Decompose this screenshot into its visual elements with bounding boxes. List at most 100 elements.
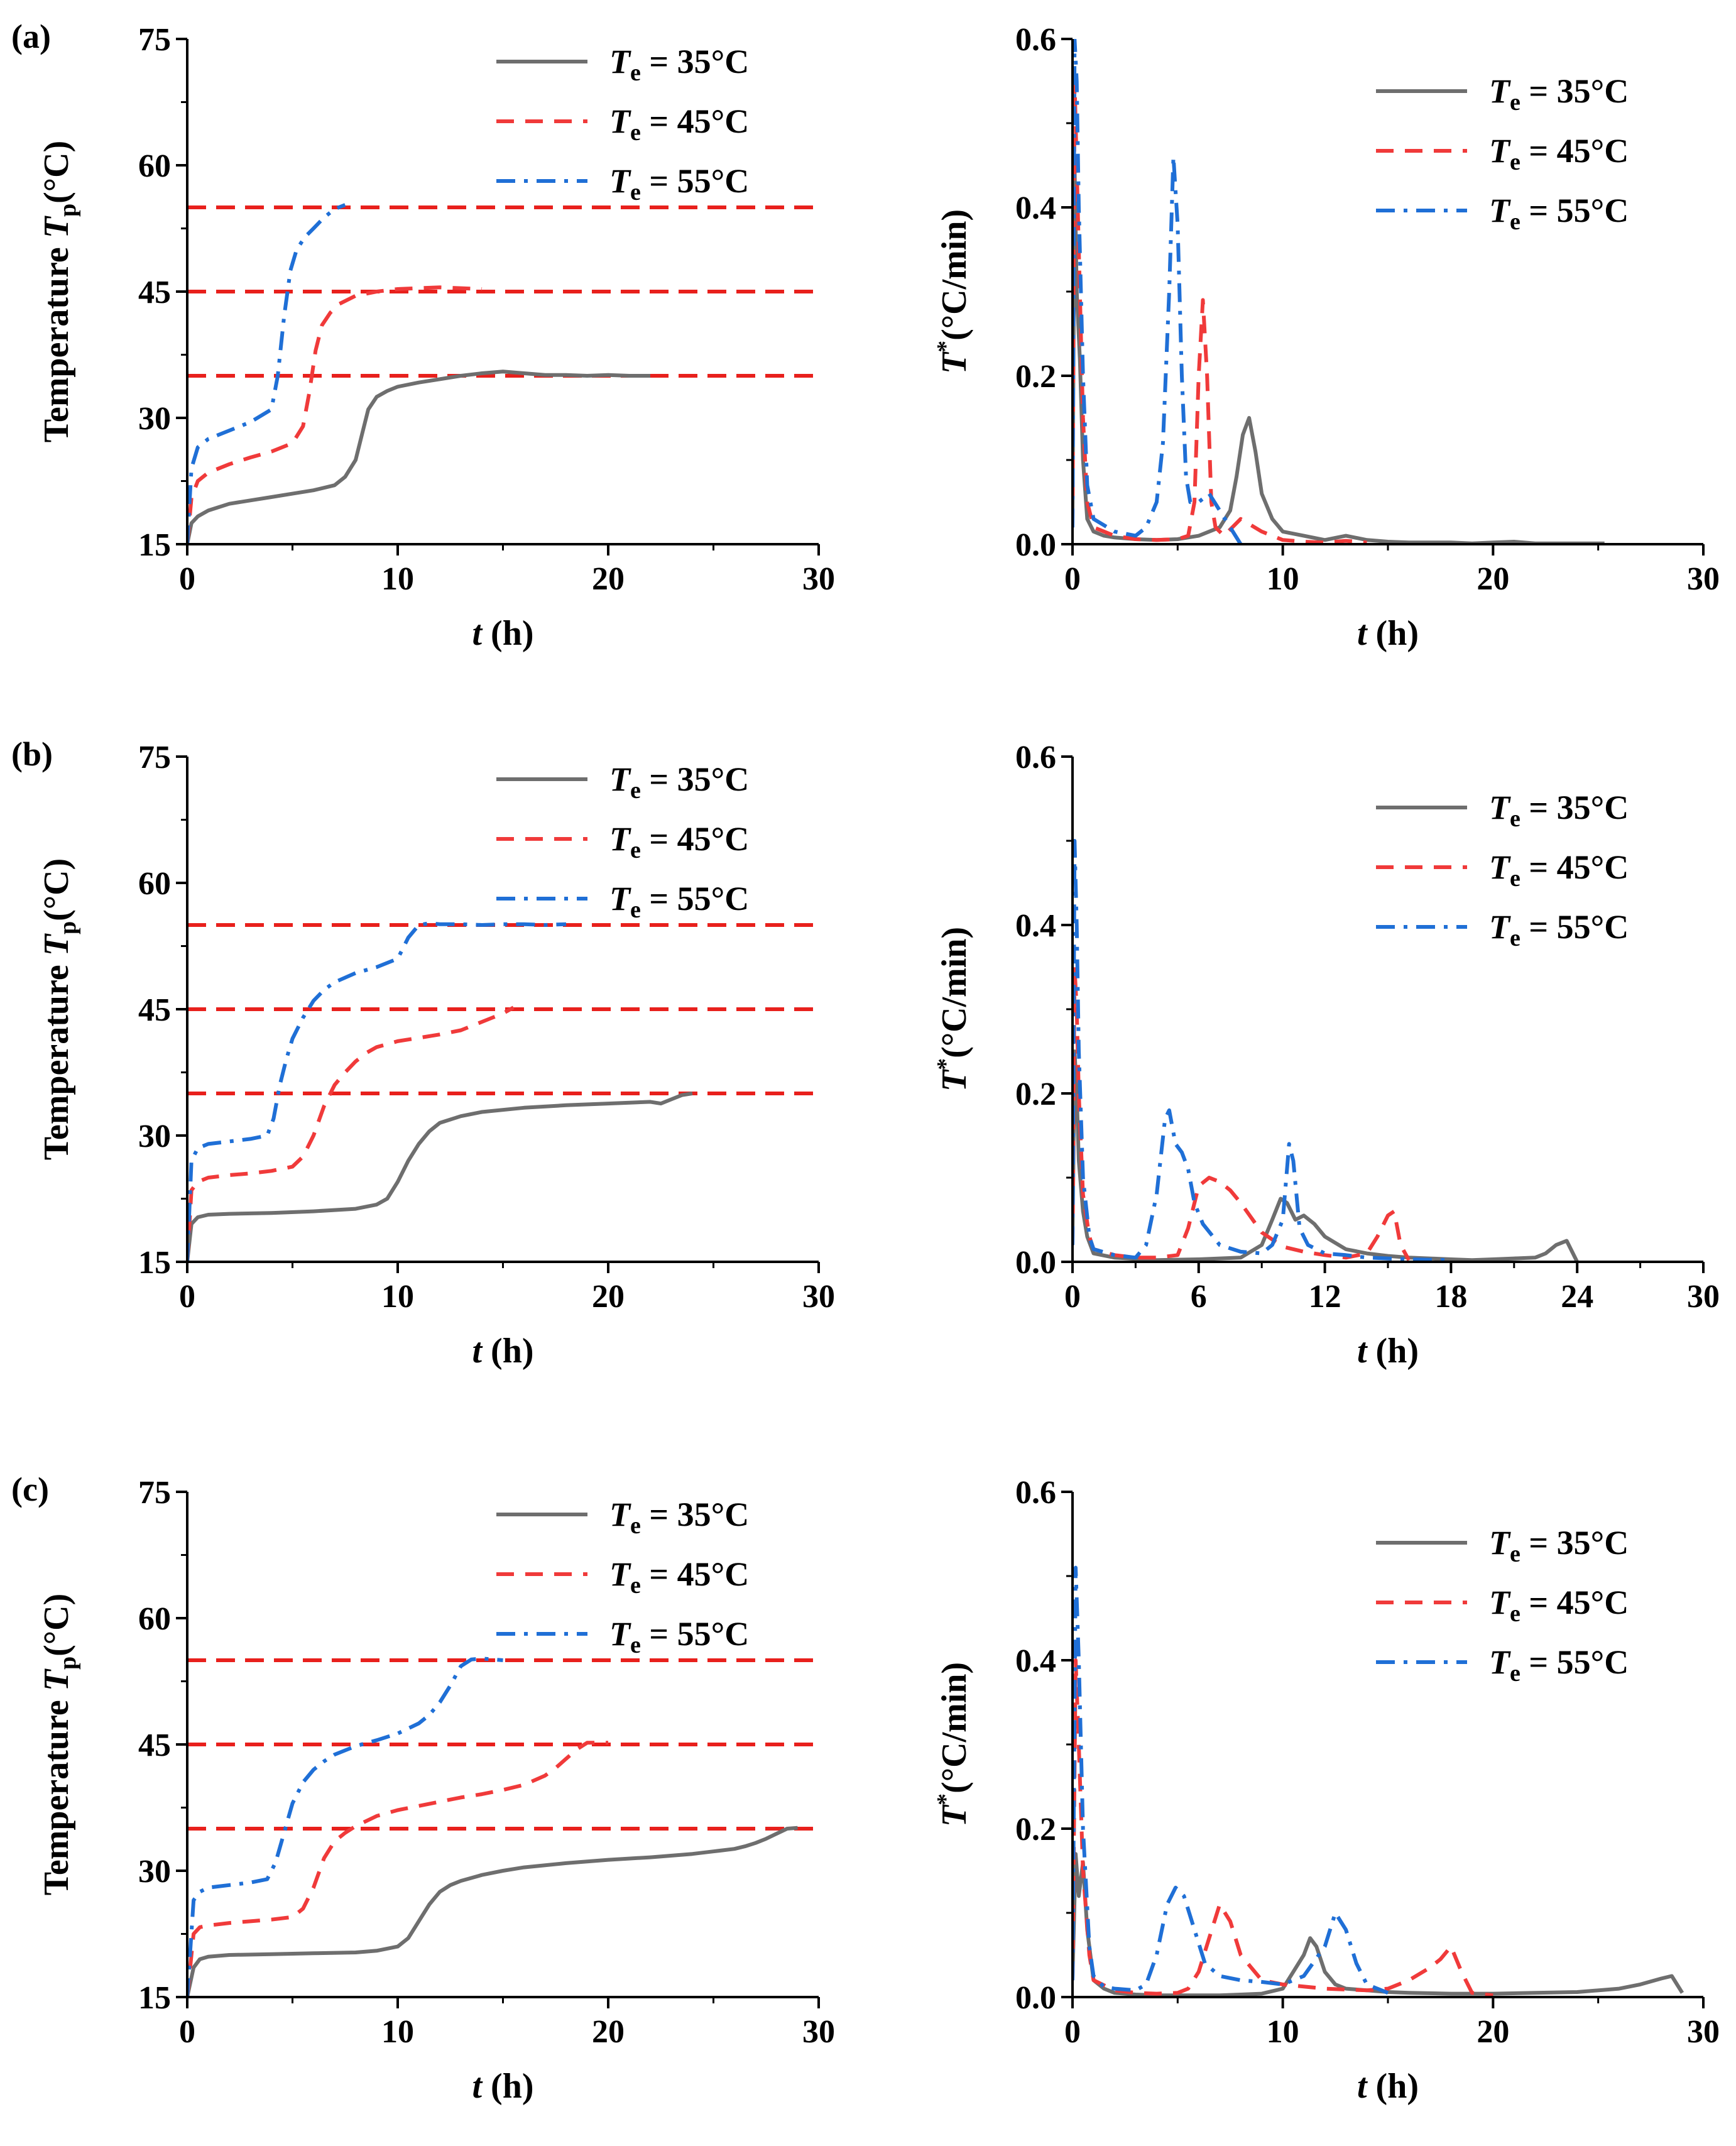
x-tick-label: 0	[179, 561, 195, 597]
x-tick-label: 30	[1687, 561, 1720, 597]
series-line-35c	[187, 370, 650, 544]
y-axis-label: T*(°C/min)	[932, 1662, 974, 1827]
y-tick-label: 15	[138, 1980, 171, 2016]
chart-panel-b-temperature: 0 10 20 30 15 30 45 60 75 t (h) Temperature Tp(°C)…	[11, 735, 835, 1371]
x-tick-label: 12	[1309, 1279, 1341, 1315]
x-tick-label: 0	[1064, 1279, 1081, 1315]
y-axis-label: Temperature Tp(°C)	[37, 141, 81, 443]
y-tick-label: 15	[138, 1245, 171, 1281]
series-line-35c	[187, 1826, 798, 1997]
x-tick-label: 0	[179, 2014, 195, 2050]
series-line-55c	[1073, 39, 1243, 544]
panel-label: (b)	[11, 735, 53, 773]
x-tick-label: 30	[802, 1279, 835, 1315]
y-tick-label: 15	[138, 527, 171, 563]
y-tick-label: 60	[138, 148, 171, 184]
y-tick-label: 0.0	[1015, 1245, 1056, 1281]
series-line-45c	[1073, 965, 1411, 1261]
legend-entry: Te = 35°C	[1489, 789, 1629, 832]
x-axis-label: t (h)	[1357, 1332, 1419, 1371]
chart-panel-c-temperature: 0 10 20 30 15 30 45 60 75 t (h) Temperature Tp(°C)…	[11, 1470, 835, 2106]
x-axis-label: t (h)	[1357, 2067, 1419, 2106]
legend-entry: Te = 55°C	[1489, 908, 1629, 951]
y-tick-label: 0.0	[1015, 1980, 1056, 2016]
legend: Te = 35°C Te = 45°C Te = 55°C	[1376, 72, 1629, 235]
y-tick-label: 0.2	[1015, 1076, 1056, 1112]
legend-entry: Te = 45°C	[609, 102, 749, 146]
y-tick-label: 0.2	[1015, 1812, 1056, 1848]
y-axis-label: T*(°C/min)	[932, 209, 974, 374]
y-tick-label: 60	[138, 866, 171, 902]
chart-panel-a-rate: 0 10 20 30 0.0 0.2 0.4 0.6 t (h) T*(°C/min) Te = 3…	[932, 22, 1720, 653]
series-line-55c	[187, 203, 346, 544]
y-tick-label: 0.0	[1015, 527, 1056, 563]
x-tick-label: 0	[1064, 561, 1081, 597]
legend-entry: Te = 35°C	[609, 760, 749, 804]
legend-entry: Te = 55°C	[609, 162, 749, 205]
series-line-45c	[1073, 79, 1367, 544]
x-tick-label: 10	[381, 1279, 414, 1315]
x-tick-label: 20	[592, 561, 625, 597]
x-tick-label: 0	[1064, 2014, 1081, 2050]
series-line-55c	[1073, 1565, 1389, 1995]
legend-entry: Te = 45°C	[1489, 1584, 1629, 1627]
panel-label: (c)	[11, 1470, 49, 1508]
series-line-55c	[187, 921, 567, 1262]
y-tick-label: 60	[138, 1601, 171, 1637]
legend-entry: Te = 45°C	[1489, 132, 1629, 175]
x-tick-label: 6	[1191, 1279, 1207, 1315]
x-axis-label: t (h)	[472, 2067, 533, 2106]
y-tick-label: 75	[138, 740, 171, 775]
y-tick-label: 30	[138, 1854, 171, 1890]
y-tick-label: 45	[138, 1727, 171, 1763]
legend-entry: Te = 55°C	[609, 1615, 749, 1658]
y-axis-label: T*(°C/min)	[932, 927, 974, 1092]
legend-entry: Te = 55°C	[609, 880, 749, 923]
x-tick-label: 0	[179, 1279, 195, 1315]
x-tick-label: 30	[802, 2014, 835, 2050]
x-tick-label: 10	[1267, 2014, 1299, 2050]
chart-panel-b-rate: 0 6 12 18 24 30 0.0 0.2 0.4 0.6 t (h) T*(°C/min) Te …	[932, 740, 1720, 1371]
y-tick-label: 75	[138, 1475, 171, 1511]
x-tick-label: 20	[1477, 561, 1509, 597]
x-axis-label: t (h)	[1357, 614, 1419, 653]
x-tick-label: 24	[1561, 1279, 1593, 1315]
x-axis-label: t (h)	[472, 614, 533, 653]
x-tick-label: 10	[1267, 561, 1299, 597]
chart-panel-c-rate: 0 10 20 30 0.0 0.2 0.4 0.6 t (h) T*(°C/min) Te = 3…	[932, 1475, 1720, 2106]
legend: Te = 35°C Te = 45°C Te = 55°C	[496, 1496, 749, 1658]
x-tick-label: 20	[592, 1279, 625, 1315]
legend-entry: Te = 55°C	[1489, 1643, 1629, 1687]
x-axis-label: t (h)	[472, 1332, 533, 1371]
series-line-45c	[187, 1741, 608, 1997]
x-tick-label: 30	[1687, 2014, 1720, 2050]
x-tick-label: 20	[1477, 2014, 1509, 2050]
y-tick-label: 75	[138, 22, 171, 58]
y-tick-label: 0.4	[1015, 1643, 1056, 1679]
y-tick-label: 45	[138, 275, 171, 310]
legend: Te = 35°C Te = 45°C Te = 55°C	[496, 43, 749, 205]
legend-entry: Te = 35°C	[609, 43, 749, 86]
x-tick-label: 18	[1434, 1279, 1467, 1315]
legend-entry: Te = 35°C	[1489, 1524, 1629, 1567]
series-line-55c	[1073, 839, 1451, 1262]
legend-entry: Te = 35°C	[609, 1496, 749, 1539]
series-line-35c	[187, 1092, 693, 1262]
series-line-45c	[187, 1005, 515, 1262]
series-line-45c	[187, 285, 483, 544]
y-tick-label: 0.6	[1015, 22, 1056, 58]
y-axis-label: Temperature Tp(°C)	[37, 1594, 81, 1896]
legend: Te = 35°C Te = 45°C Te = 55°C	[496, 760, 749, 923]
y-tick-label: 30	[138, 401, 171, 437]
legend: Te = 35°C Te = 45°C Te = 55°C	[1376, 1524, 1629, 1687]
y-tick-label: 45	[138, 992, 171, 1028]
legend-entry: Te = 45°C	[1489, 848, 1629, 892]
y-tick-label: 30	[138, 1119, 171, 1154]
x-tick-label: 30	[802, 561, 835, 597]
legend-entry: Te = 45°C	[609, 820, 749, 863]
x-tick-label: 10	[381, 561, 414, 597]
y-tick-label: 0.4	[1015, 190, 1056, 226]
legend-entry: Te = 55°C	[1489, 192, 1629, 235]
chart-panel-a-temperature: 0 10 20 30 15 30 45 60 75 t (h) Temperature Tp(°C)…	[11, 18, 835, 653]
